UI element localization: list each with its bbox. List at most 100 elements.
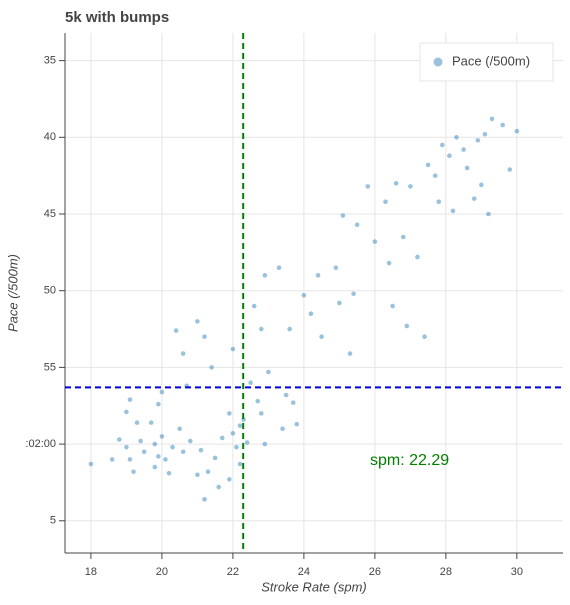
- data-point: [209, 365, 214, 370]
- data-point: [134, 420, 140, 425]
- data-point: [333, 265, 339, 270]
- data-point: [131, 469, 136, 475]
- data-point: [202, 334, 207, 340]
- data-point: [109, 457, 115, 462]
- data-point: [340, 213, 346, 218]
- legend-label: Pace (/500m): [452, 53, 530, 68]
- data-point: [177, 426, 182, 432]
- data-point: [124, 409, 129, 415]
- data-point: [319, 334, 324, 340]
- y-tick-label: 55: [44, 361, 56, 373]
- x-tick-label: 20: [156, 566, 168, 578]
- data-point: [170, 444, 175, 450]
- data-point: [486, 211, 491, 217]
- chart-title: 5k with bumps: [65, 9, 169, 26]
- data-point: [283, 392, 289, 398]
- data-point: [507, 167, 513, 172]
- data-point: [127, 457, 133, 462]
- data-point: [436, 199, 442, 205]
- data-point: [400, 234, 406, 240]
- data-point: [230, 346, 236, 352]
- data-point: [258, 411, 264, 416]
- data-point: [365, 184, 371, 189]
- data-point: [251, 303, 257, 309]
- data-point: [205, 469, 211, 475]
- data-point: [301, 293, 307, 298]
- data-point: [124, 444, 129, 450]
- data-point: [500, 122, 505, 128]
- data-point: [195, 319, 200, 324]
- data-point: [415, 254, 420, 260]
- data-point: [138, 438, 143, 444]
- data-point: [227, 477, 232, 482]
- x-tick-label: 18: [85, 566, 97, 578]
- data-point: [447, 153, 452, 159]
- data-point: [195, 472, 200, 478]
- data-point: [156, 401, 161, 407]
- data-point: [248, 380, 253, 386]
- data-point: [464, 165, 470, 171]
- data-point: [152, 464, 158, 470]
- x-tick-label: 22: [227, 566, 239, 578]
- data-point: [159, 389, 165, 395]
- data-point: [152, 441, 158, 447]
- y-tick-label: 35: [44, 55, 56, 67]
- data-point: [266, 369, 271, 375]
- data-point: [337, 300, 342, 306]
- data-point: [262, 273, 268, 278]
- data-point: [450, 208, 456, 214]
- data-point: [227, 411, 232, 416]
- data-point: [354, 222, 360, 228]
- data-point: [372, 239, 378, 244]
- data-point: [479, 182, 484, 188]
- data-point: [180, 351, 186, 356]
- data-point: [290, 400, 296, 405]
- data-point: [482, 131, 488, 137]
- data-point: [475, 138, 481, 143]
- data-point: [237, 461, 243, 467]
- data-point: [198, 447, 204, 453]
- data-point: [308, 311, 314, 317]
- y-tick-label: :02:00: [25, 438, 56, 450]
- data-point: [88, 461, 94, 467]
- data-point: [408, 184, 413, 189]
- x-tick-label: 28: [440, 566, 452, 578]
- data-point: [489, 116, 495, 122]
- data-point: [230, 431, 236, 436]
- data-point: [244, 440, 250, 445]
- annotation: spm: 22.29: [370, 452, 449, 469]
- data-point: [127, 397, 133, 402]
- data-point: [234, 444, 239, 450]
- data-point: [461, 147, 466, 152]
- data-point: [287, 326, 292, 332]
- data-point: [216, 484, 221, 490]
- data-point: [432, 173, 438, 178]
- data-point: [294, 421, 300, 427]
- data-point: [454, 135, 459, 140]
- x-tick-label: 26: [369, 566, 381, 578]
- x-tick-label: 24: [298, 566, 310, 578]
- data-point: [347, 351, 353, 356]
- data-point: [163, 457, 168, 462]
- data-point: [117, 437, 122, 442]
- data-point: [202, 497, 207, 502]
- x-axis-label: Stroke Rate (spm): [261, 579, 366, 594]
- data-point: [393, 181, 399, 186]
- data-point: [276, 265, 282, 270]
- data-point: [440, 142, 445, 148]
- data-point: [404, 323, 410, 329]
- data-point: [422, 334, 427, 340]
- data-point: [148, 420, 154, 425]
- y-tick-label: 45: [44, 208, 56, 220]
- data-point: [187, 438, 193, 444]
- data-point: [141, 449, 147, 455]
- data-point: [159, 434, 165, 439]
- data-point: [212, 455, 218, 461]
- data-point: [258, 326, 264, 332]
- data-point: [156, 454, 161, 459]
- data-point: [471, 196, 477, 201]
- data-point: [166, 470, 172, 476]
- legend-marker: [433, 57, 443, 67]
- data-point: [237, 423, 243, 428]
